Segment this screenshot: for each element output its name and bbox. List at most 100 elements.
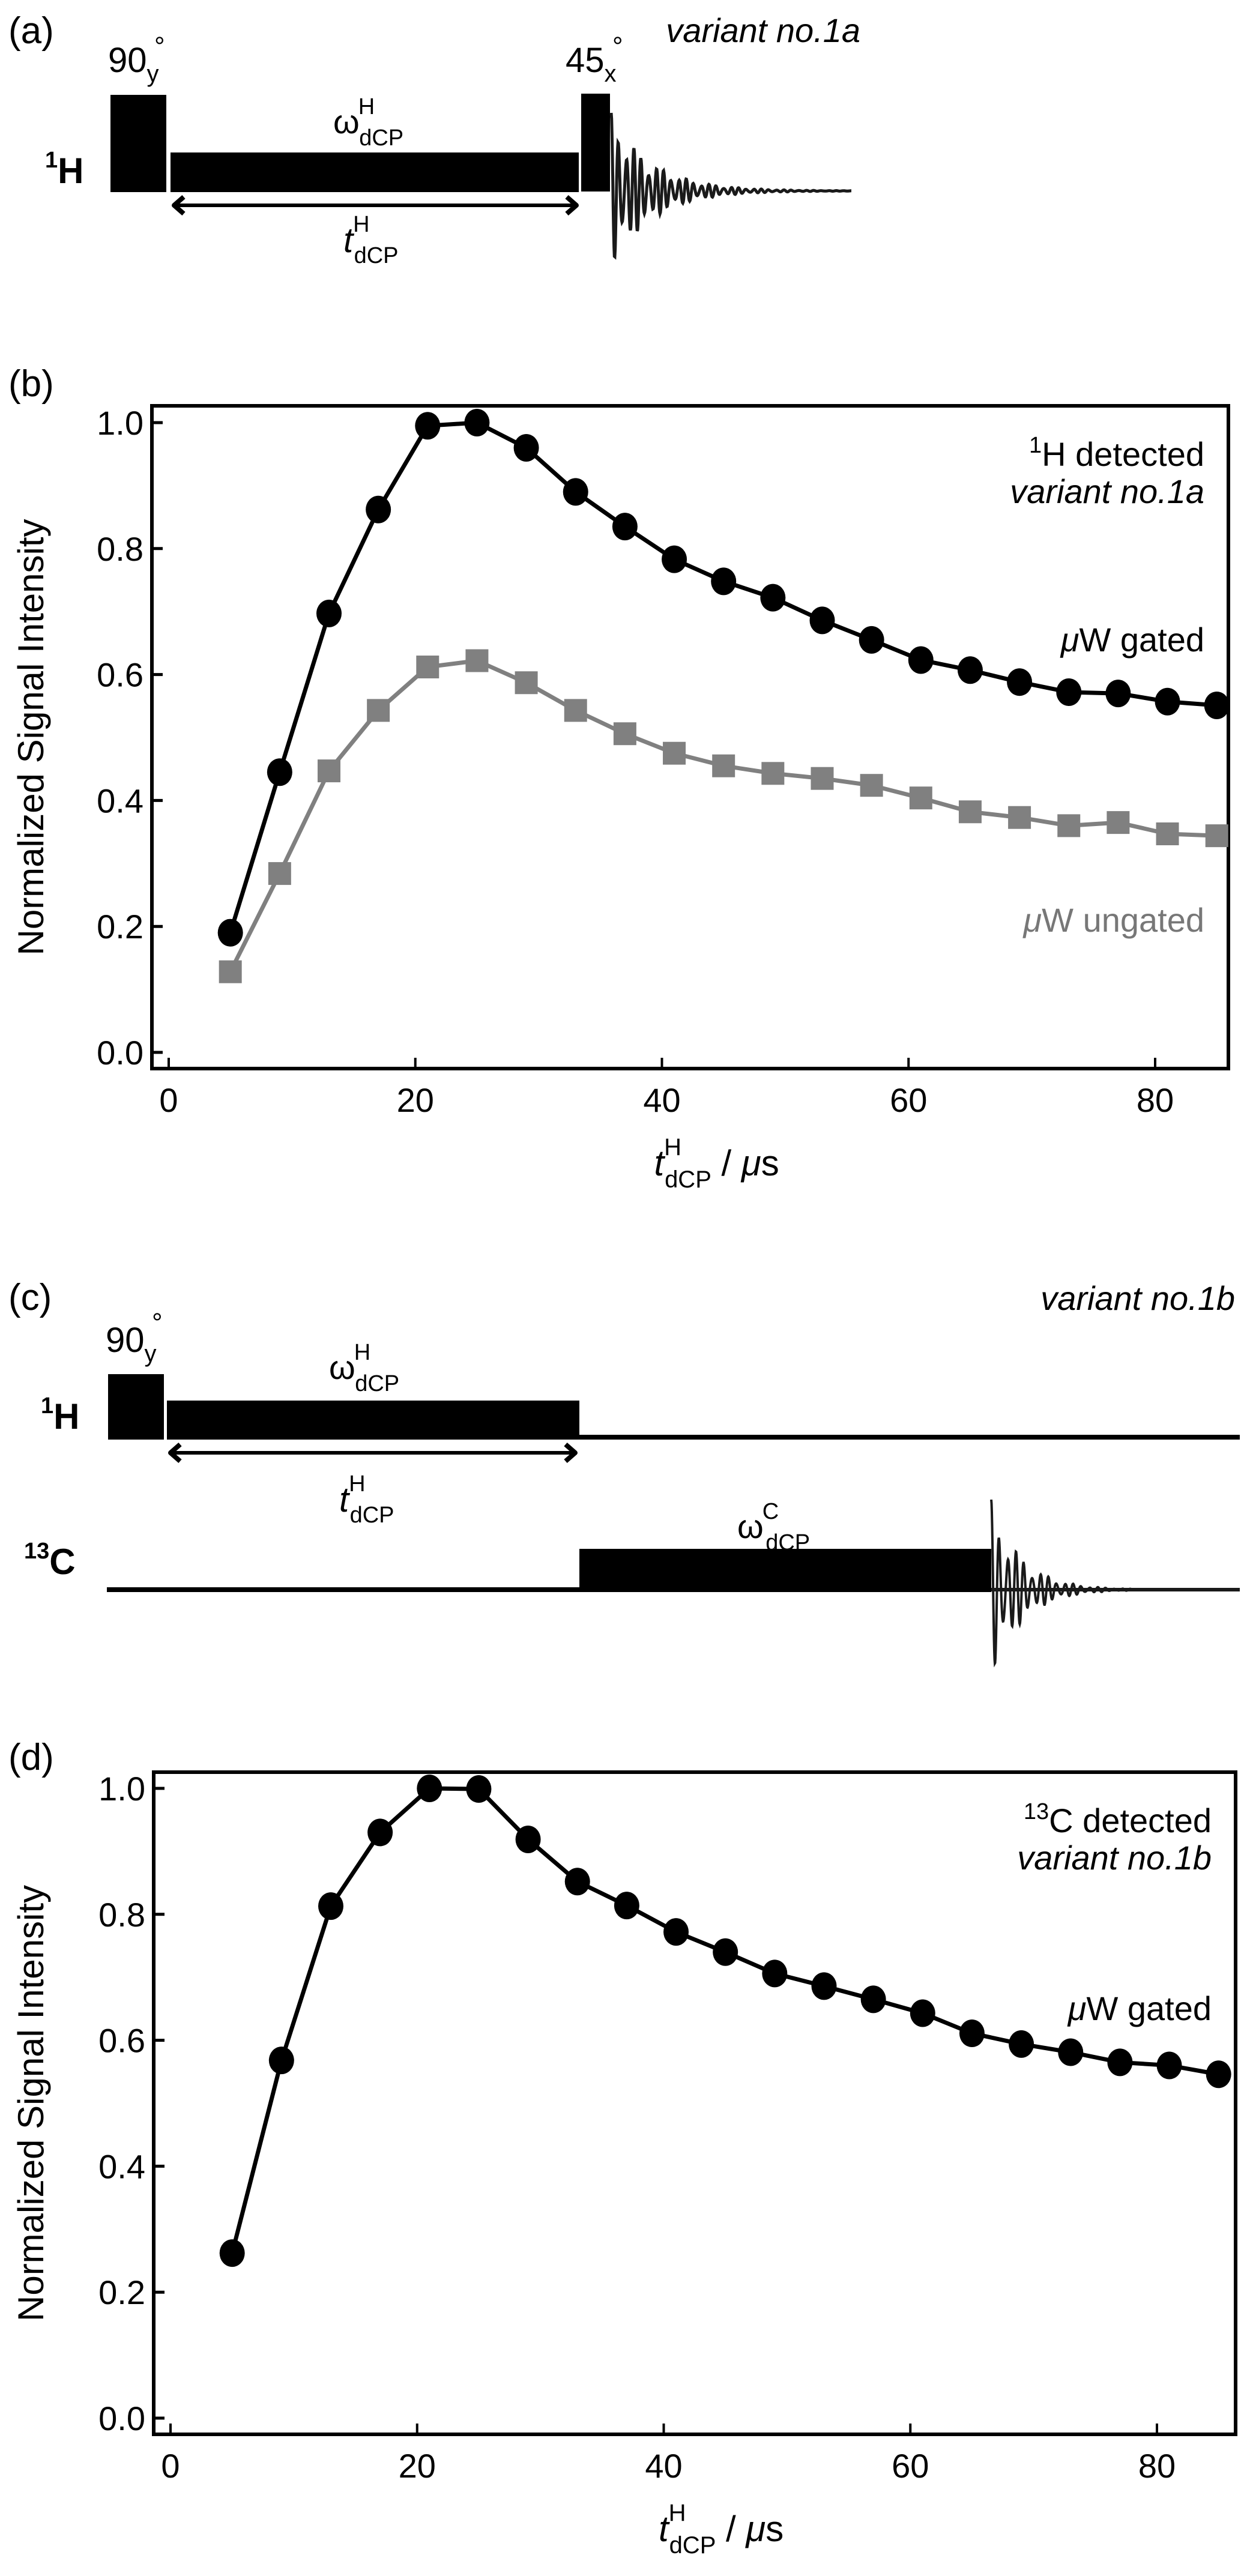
chart-d-ytick-label: 0.2 — [98, 2273, 145, 2311]
chart-d-series-label-0: μW gated — [1067, 1989, 1212, 2027]
chart-d-data-point — [762, 1959, 788, 1988]
chart-b-data-point — [415, 412, 441, 440]
chart-b-series-label-1: μW ungated — [1022, 901, 1204, 939]
chart-b-data-point — [809, 606, 835, 635]
cp-h-c-sup: H — [354, 1340, 370, 1365]
chart-b-data-point — [563, 478, 588, 506]
chart-b-xlabel-unit: / μs — [711, 1143, 779, 1183]
chart-d-ytick-label: 0.4 — [98, 2147, 145, 2185]
chart-b-data-point — [464, 409, 490, 436]
chart-d-data-point — [417, 1775, 442, 1802]
chart-d-xlabel-base: t — [659, 2509, 670, 2549]
cp-label-sub: dCP — [359, 125, 403, 151]
chart-b-ylabel: Normalized Signal Intensity — [11, 519, 51, 955]
chart-d-data-point — [219, 2239, 245, 2267]
chart-b-data-point — [1105, 680, 1131, 708]
time-label-c: tH dCP — [339, 1471, 394, 1528]
chart-b-data-point — [217, 918, 243, 947]
chart-d-annotation-variant: variant no.1b — [1017, 1839, 1212, 1877]
pulse-90y-c — [108, 1374, 164, 1440]
channel-13c-sup: 13 — [24, 1539, 49, 1564]
cp-block-h-c — [167, 1401, 579, 1440]
pulse-90y-label: 90y — [108, 41, 159, 87]
pulse-90y-c-degree: ° — [152, 1308, 163, 1338]
chart-d-ytick-label: 0.8 — [98, 1896, 145, 1934]
chart-b-annotation-detected: 1H detected — [1029, 433, 1204, 473]
time-arrow-a — [172, 195, 579, 216]
chart-b-ytick-label: 0.6 — [97, 656, 143, 694]
chart-b-data-point — [908, 646, 934, 674]
chart-d-ylabel: Normalized Signal Intensity — [11, 1885, 51, 2321]
chart-b-data-point — [1155, 687, 1180, 716]
chart-d-data-point — [367, 1818, 393, 1847]
chart-b-xlabel-slash: / — [711, 1143, 741, 1183]
chart-d-xtick-label: 20 — [399, 2447, 436, 2485]
chart-d-annotation-text: C detected — [1049, 1802, 1212, 1839]
panel-c-label: (c) — [8, 1277, 52, 1318]
channel-1h-c-base: H — [53, 1396, 79, 1437]
panel-a-label: (a) — [8, 10, 54, 52]
chart-b-ytick-label: 0.2 — [97, 908, 143, 946]
chart-d-data-point — [1009, 2030, 1034, 2058]
time-label-c-sup: H — [349, 1471, 365, 1497]
chart-b-data-point — [416, 656, 439, 679]
chart-b-xtick-label: 0 — [159, 1081, 178, 1119]
chart-b-data-point — [367, 699, 390, 722]
chart-b-data-point — [860, 774, 883, 797]
cp-c-sup: C — [762, 1499, 779, 1524]
chart-b-data-point — [317, 759, 340, 783]
chart-d-plot-frame — [152, 1770, 1237, 2436]
chart-d-xlabel-mu: μ — [744, 2509, 765, 2549]
time-arrow-c — [168, 1442, 578, 1464]
chart-b-annotation-variant: variant no.1a — [1010, 472, 1204, 510]
chart-b-xtick-label: 60 — [890, 1081, 927, 1119]
chart-b-data-point — [712, 754, 735, 777]
pulse-45x-phase: x — [605, 61, 617, 87]
pulse-90y-degree: ° — [154, 32, 165, 61]
chart-b-data-point — [564, 699, 587, 722]
panel-b-label: (b) — [8, 363, 54, 405]
chart-d-series-label-rest: W gated — [1086, 1989, 1212, 2027]
chart-d-data-point — [614, 1892, 639, 1920]
chart-d-xtick-label: 40 — [645, 2447, 682, 2485]
chart-b-data-point — [513, 433, 539, 462]
channel-label-1h-c: 1H — [41, 1393, 79, 1437]
channel-1h-base: H — [58, 151, 83, 191]
pulse-45x-label: 45x — [566, 41, 617, 87]
cp-block-h — [171, 152, 579, 192]
chart-d-xtick-label: 60 — [892, 2447, 929, 2485]
chart-b-data-point — [465, 649, 489, 672]
chart-b-xlabel-mu: μ — [740, 1143, 761, 1183]
chart-d-data-point — [1058, 2038, 1084, 2066]
chart-b-data-point — [958, 800, 982, 824]
cp-label-c: ωC dCP — [737, 1499, 810, 1555]
panel-c-variant: variant no.1b — [1040, 1279, 1235, 1317]
time-label-sup: H — [353, 212, 369, 237]
chart-d-data-point — [663, 1918, 689, 1946]
pulse-90y-angle: 90 — [108, 41, 147, 80]
chart-b-series-label-rest: W gated — [1079, 621, 1204, 659]
channel-1h-c-sup: 1 — [41, 1393, 53, 1419]
time-label-c-base: t — [339, 1480, 351, 1519]
chart-b-series-label-0: μW gated — [1060, 621, 1204, 659]
chart-b-data-point — [366, 495, 391, 523]
chart-d-data-point — [466, 1775, 492, 1803]
pulse-45x-degree: ° — [612, 32, 623, 61]
chart-b-data-point — [1205, 824, 1228, 848]
chart-b-data-point — [1056, 678, 1082, 706]
cp-label-base: ω — [333, 103, 360, 140]
chart-d-xlabel-s: s — [765, 2509, 784, 2549]
chart-b-data-point — [1057, 814, 1081, 837]
pulse-90y-c-angle: 90 — [106, 1321, 145, 1360]
chart-b-data-point — [613, 722, 636, 746]
chart-d-xlabel-slash: / — [716, 2509, 746, 2549]
panel-a-pulse-sequence: (a) variant no.1a 1H 90y ° ωH dCP 45x ° — [8, 10, 860, 268]
chart-b-data-point — [1156, 822, 1179, 845]
chart-b-xtick-label: 20 — [397, 1081, 434, 1119]
chart-b: 0.0 0.2 0.4 0.6 0.8 1.0 0 20 40 60 80 Normalized Si… — [11, 404, 1230, 1193]
time-label-sub: dCP — [354, 243, 399, 268]
chart-b-xlabel-s: s — [761, 1143, 779, 1183]
panel-c-pulse-sequence: (c) variant no.1b 1H 13C 90y ° ωH dCP tH d… — [8, 1277, 1240, 1668]
cp-c-sub: dCP — [765, 1530, 810, 1555]
